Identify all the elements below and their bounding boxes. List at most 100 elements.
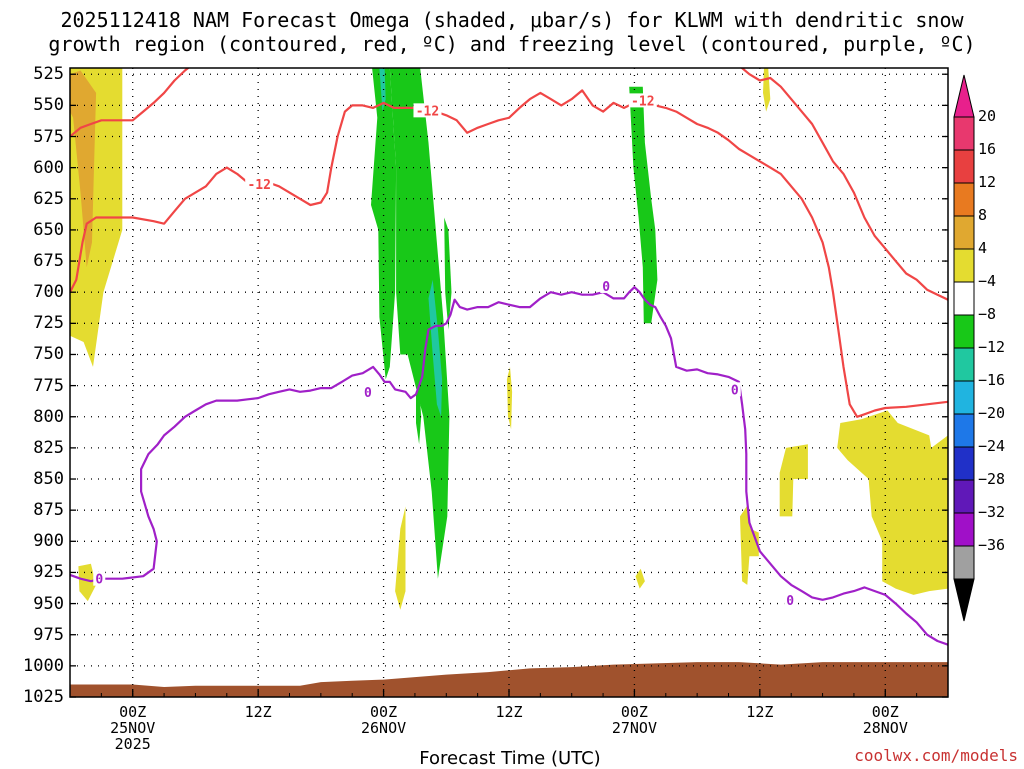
terrain-fill [70, 662, 948, 697]
dgz-m12-right [740, 68, 948, 301]
colorbar-swatch-10 [953, 446, 975, 481]
y-tick-label-775: 775 [33, 375, 64, 396]
x-tick-label-6-line1: 00Z [119, 703, 147, 721]
colorbar-swatch-1 [953, 149, 975, 184]
omega-neg-4-8-26nov-e [444, 217, 452, 330]
colorbar-swatch-6 [953, 314, 975, 349]
y-tick-label-850: 850 [33, 469, 64, 490]
omega-neg-4-8-26nov-d [421, 279, 432, 367]
contour-label-bg-6 [728, 382, 741, 397]
colorbar-label-12: −32 [978, 503, 1006, 521]
colorbar-label-10: −24 [978, 437, 1006, 455]
credit-text: coolwx.com/models [854, 746, 1018, 765]
colorbar-label-0: 20 [978, 107, 997, 125]
omega-pos-4-8-940 [395, 506, 406, 610]
x-tick-label-6-line3: 2025 [114, 735, 151, 753]
y-tick-label-525: 525 [33, 64, 64, 85]
colorbar-swatch-11 [953, 479, 975, 514]
y-tick-label-675: 675 [33, 251, 64, 272]
colorbar-swatch-12 [953, 512, 975, 547]
y-tick-label-750: 750 [33, 344, 64, 365]
colorbar-label-7: −12 [978, 338, 1006, 356]
contour-label-bg-7 [784, 592, 797, 607]
colorbar-swatch-8 [953, 380, 975, 415]
colorbar-swatch-5 [953, 281, 975, 316]
colorbar-label-11: −28 [978, 470, 1006, 488]
y-tick-label-925: 925 [33, 562, 64, 583]
contour-label-bg-3 [93, 571, 106, 586]
omega-neg-8-12-26nov-top [379, 68, 386, 112]
omega-pos-4-8-late [837, 410, 948, 595]
contour-label-2: -12 [631, 94, 654, 109]
omega-neg-4-8-26nov-c [416, 385, 422, 445]
colorbar-bottom-arrow [953, 578, 975, 622]
freezing-level-0c [70, 286, 948, 646]
colorbar-label-5: −4 [978, 272, 997, 290]
chart-title-line-1: 2025112418 NAM Forecast Omega (shaded, μ… [60, 8, 964, 32]
y-tick-label-700: 700 [33, 282, 64, 303]
contour-label-bg-4 [361, 384, 374, 399]
plot-layer: -12 -12 -12 0 0 0 0 0 [70, 68, 948, 697]
x-tick-label-54-line2: 27NOV [611, 719, 657, 737]
omega-pos-4-8-850 [779, 444, 808, 517]
omega-pos-4-8-783 [506, 366, 513, 430]
y-tick-label-550: 550 [33, 95, 64, 116]
x-tick-label-30-line1: 00Z [370, 703, 398, 721]
colorbar-swatch-3 [953, 215, 975, 250]
omega-pos-8-12-early [70, 70, 97, 268]
y-tick-label-1000: 1000 [23, 655, 64, 676]
y-tick-label-950: 950 [33, 593, 64, 614]
x-tick-label-78-line2: 28NOV [862, 719, 908, 737]
y-tick-label-600: 600 [33, 157, 64, 178]
x-tick-label-18-line1: 12Z [244, 703, 272, 721]
y-tick-label-975: 975 [33, 624, 64, 645]
colorbar-label-9: −20 [978, 404, 1006, 422]
contour-label-5: 0 [602, 280, 610, 295]
colorbar-swatch-9 [953, 413, 975, 448]
omega-neg-8-12-26nov [428, 279, 443, 417]
colorbar-label-13: −36 [978, 536, 1006, 554]
x-tick-label-42-line1: 12Z [495, 703, 523, 721]
contour-label-0: -12 [247, 178, 270, 193]
omega-pos-4-8-935 [635, 568, 645, 589]
y-tick-label-875: 875 [33, 500, 64, 521]
colorbar-swatch-0 [953, 116, 975, 151]
dgz-m12-left-a [70, 68, 190, 138]
omega-pos-4-8-880 [740, 503, 759, 585]
colorbar-swatch-13 [953, 545, 975, 580]
contour-label-4: 0 [364, 386, 372, 401]
contour-label-bg-0 [245, 176, 274, 191]
x-tick-label-54-line1: 00Z [620, 703, 648, 721]
x-axis-title: Forecast Time (UTC) [419, 748, 601, 769]
y-tick-label-725: 725 [33, 313, 64, 334]
colorbar-label-1: 16 [978, 140, 997, 158]
colorbar-label-6: −8 [978, 305, 997, 323]
contour-label-1: -12 [416, 104, 439, 119]
y-tick-label-825: 825 [33, 437, 64, 458]
omega-neg-4-8-26nov-a [371, 68, 397, 380]
x-tick-label-6-line2: 25NOV [110, 719, 156, 737]
colorbar-label-4: 4 [978, 239, 988, 257]
contour-label-7: 0 [786, 594, 794, 609]
y-tick-label-1025: 1025 [23, 687, 64, 707]
colorbar-swatch-4 [953, 248, 975, 283]
contour-label-6: 0 [731, 383, 739, 398]
colorbar-swatch-2 [953, 182, 975, 217]
y-tick-label-575: 575 [33, 126, 64, 147]
x-tick-label-78-line1: 00Z [871, 703, 899, 721]
colorbar-label-8: −16 [978, 371, 1006, 389]
contour-label-bg-5 [600, 278, 613, 293]
y-tick-label-650: 650 [33, 219, 64, 240]
contour-label-bg-2 [628, 93, 657, 108]
y-tick-label-900: 900 [33, 531, 64, 552]
contour-label-3: 0 [95, 573, 103, 588]
omega-neg-4-8-26nov-b [389, 68, 450, 579]
dgz-m12-left-b [70, 89, 948, 418]
y-tick-label-800: 800 [33, 406, 64, 427]
colorbar-label-3: 8 [978, 206, 988, 224]
colorbar-label-2: 12 [978, 173, 997, 191]
colorbar-top-arrow [953, 74, 975, 118]
omega-neg-4-8-27nov [629, 86, 658, 324]
x-tick-label-66-line1: 12Z [746, 703, 774, 721]
